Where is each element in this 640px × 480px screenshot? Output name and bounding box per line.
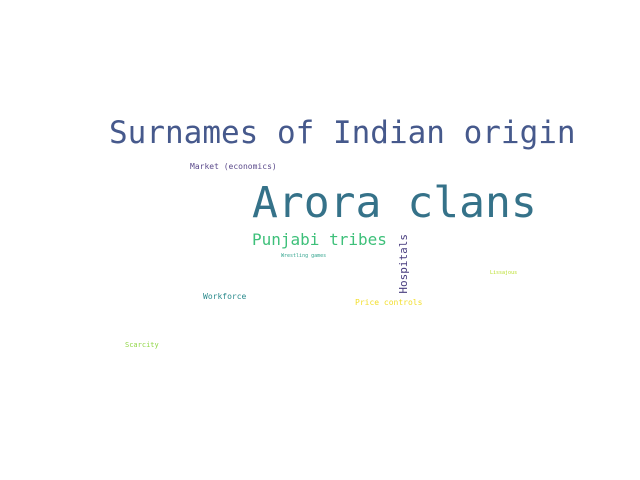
word-hospitals: Hospitals [397,234,410,294]
word-surnames-of-indian-origin: Surnames of Indian origin [109,115,576,151]
word-arora-clans: Arora clans [252,178,537,228]
word-wrestling-games: Wrestling games [281,253,327,259]
word-market-economics: Market (economics) [190,162,277,171]
word-punjabi-tribes: Punjabi tribes [252,230,387,249]
word-scarcity: Scarcity [125,341,159,349]
word-price-controls: Price controls [355,298,423,307]
word-workforce: Workforce [203,292,247,301]
word-lissajous: Lissajous [490,270,518,276]
